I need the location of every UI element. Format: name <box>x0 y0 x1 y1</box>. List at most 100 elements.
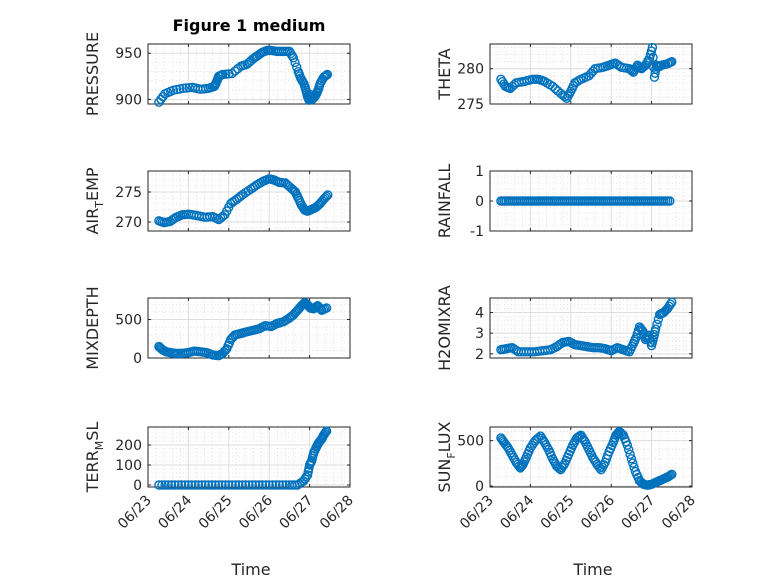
data-point <box>270 319 280 330</box>
data-point <box>176 480 187 490</box>
data-point <box>262 174 272 185</box>
axes-frame <box>489 43 693 105</box>
data-point <box>562 452 573 463</box>
data-point <box>550 84 561 94</box>
x-tick-label: 06/23 <box>115 493 155 533</box>
data-point <box>200 480 210 490</box>
data-point <box>272 176 283 187</box>
data-point <box>527 440 537 451</box>
data-point <box>507 81 517 92</box>
data-point <box>664 301 674 311</box>
data-point <box>264 321 274 331</box>
data-point <box>634 61 644 72</box>
data-point <box>604 345 614 355</box>
y-tick-label: 0 <box>475 194 484 210</box>
data-point <box>586 450 597 460</box>
data-point <box>181 348 192 358</box>
data-point <box>199 347 210 358</box>
y-axis-label: H2OMIXRA <box>435 285 454 371</box>
data-point <box>525 75 535 85</box>
data-point <box>154 480 164 490</box>
data-point <box>496 74 506 84</box>
data-point <box>524 446 534 456</box>
axes-frame <box>147 170 351 232</box>
x-tick-label: 06/27 <box>277 493 317 533</box>
y-tick-label: 500 <box>457 434 484 450</box>
data-point <box>323 190 333 200</box>
data-point <box>531 74 542 84</box>
y-tick-label: 950 <box>115 46 142 62</box>
data-point <box>650 196 661 206</box>
x-tick-label: 06/26 <box>578 492 618 532</box>
data-point <box>240 327 250 338</box>
data-point <box>175 348 185 359</box>
axes-frame <box>489 297 693 359</box>
data-point <box>617 429 627 439</box>
data-point <box>207 480 217 490</box>
y-tick-label: 2 <box>475 347 484 363</box>
data-point <box>213 480 224 490</box>
data-point <box>205 212 215 222</box>
subplot-title: Figure 1 medium <box>173 16 326 35</box>
data-point <box>517 196 528 206</box>
y-axis-label: THETA <box>435 48 454 100</box>
data-point <box>173 480 184 490</box>
data-point <box>175 84 185 94</box>
data-point <box>270 46 280 56</box>
subplot-pressure: 900 950 PRESSURE Figure 1 medium <box>83 16 351 116</box>
data-point <box>271 480 281 490</box>
data-point <box>234 192 244 203</box>
data-point <box>635 62 645 73</box>
data-point <box>560 92 570 102</box>
subplot-h2omixra: 2 3 4 H2OMIXRA <box>435 285 693 371</box>
data-point <box>578 434 589 445</box>
data-point <box>566 443 577 453</box>
data-point <box>648 335 658 345</box>
data-point <box>665 299 676 309</box>
data-point <box>620 196 631 206</box>
data-point <box>312 86 323 97</box>
data-point <box>224 69 234 79</box>
data-point <box>574 75 584 86</box>
data-point <box>497 76 508 87</box>
data-point <box>300 474 310 484</box>
data-point <box>652 319 662 329</box>
data-point <box>160 480 170 490</box>
data-point <box>264 480 274 490</box>
data-point <box>598 343 608 354</box>
data-point <box>246 326 256 336</box>
data-point <box>560 196 570 206</box>
data-point <box>586 342 596 353</box>
data-point <box>234 480 244 490</box>
data-point <box>228 197 238 207</box>
data-point <box>657 196 667 206</box>
data-point <box>210 480 221 490</box>
x-tick-label: 06/25 <box>538 493 578 533</box>
data-point <box>621 437 631 447</box>
data-point <box>227 68 237 79</box>
data-point <box>276 46 287 57</box>
data-point <box>562 337 572 347</box>
data-point <box>523 196 534 206</box>
data-point <box>520 454 530 465</box>
data-point <box>234 329 244 339</box>
x-tick-label: 06/23 <box>457 493 497 533</box>
data-point <box>321 70 331 81</box>
y-tick-label: -1 <box>470 224 484 240</box>
data-point <box>175 210 186 221</box>
x-tick-label: 06/28 <box>659 493 699 533</box>
y-axis-label: PRESSURE <box>83 32 102 116</box>
data-point <box>205 349 216 359</box>
x-axis-label: Time <box>230 560 270 579</box>
data-point <box>588 66 598 76</box>
y-tick-label: 3 <box>475 326 484 342</box>
subplot-terr-msl: 0 100 200 TERRMSL 06/23 06/24 06/25 06/26 06/27 0… <box>83 422 357 579</box>
data-point <box>290 57 300 68</box>
data-point <box>319 428 330 439</box>
data-point <box>626 196 637 206</box>
data-point <box>538 435 548 446</box>
data-point <box>644 196 655 206</box>
data-point <box>193 480 204 490</box>
data-point <box>304 463 314 474</box>
